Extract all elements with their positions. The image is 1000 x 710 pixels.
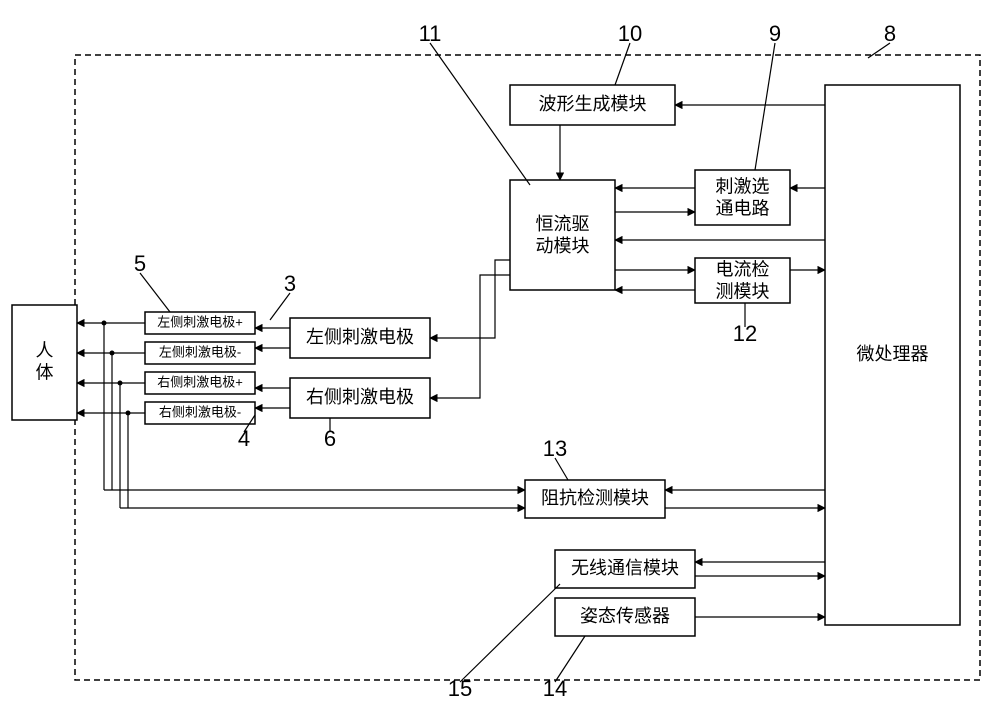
node-human: 人体 <box>12 305 77 420</box>
node-label: 右侧刺激电极- <box>159 404 241 419</box>
node-waveform: 波形生成模块 <box>510 85 675 125</box>
node-label: 姿态传感器 <box>580 606 670 626</box>
block-diagram: 人体 左侧刺激电极+ 左侧刺激电极- 右侧刺激电极+ 右侧刺激电极- 左侧刺激电极右侧刺激… <box>0 0 1000 710</box>
node-label: 右侧刺激电极+ <box>157 374 243 389</box>
node-label: 无线通信模块 <box>571 558 679 578</box>
callout-number: 15 <box>448 676 472 701</box>
node-right_elec: 右侧刺激电极 <box>290 378 430 418</box>
node-label: 左侧刺激电极+ <box>157 314 243 329</box>
node-label: 人 <box>36 340 54 360</box>
callout-number: 11 <box>419 21 442 46</box>
node-left_elec: 左侧刺激电极 <box>290 318 430 358</box>
svg-text:电流检: 电流检 <box>716 259 770 279</box>
edge <box>430 260 510 338</box>
callout-number: 10 <box>618 21 642 46</box>
node-label: 左侧刺激电极 <box>306 327 414 347</box>
node-eR_neg: 右侧刺激电极- <box>145 402 255 424</box>
node-mcu: 微处理器 <box>825 85 960 625</box>
callout-leader <box>270 293 290 320</box>
node-stim_sel: 刺激选通电路 <box>695 170 790 225</box>
callout-number: 9 <box>769 21 781 46</box>
svg-text:恒流驱: 恒流驱 <box>536 214 590 234</box>
callout-leader <box>460 584 560 682</box>
callout-number: 5 <box>134 251 146 276</box>
callout-number: 6 <box>324 426 336 451</box>
node-current_det: 电流检测模块 <box>695 258 790 303</box>
node-eL_neg: 左侧刺激电极- <box>145 342 255 364</box>
node-drive: 恒流驱动模块 <box>510 180 615 290</box>
node-wireless: 无线通信模块 <box>555 550 695 588</box>
svg-text:动模块: 动模块 <box>536 236 590 256</box>
node-posture: 姿态传感器 <box>555 598 695 636</box>
callout-leader <box>140 273 170 312</box>
callout-number: 14 <box>543 676 567 701</box>
node-eR_pos: 右侧刺激电极+ <box>145 372 255 394</box>
node-label: 体 <box>36 362 54 382</box>
svg-text:通电路: 通电路 <box>716 198 770 218</box>
callout-number: 12 <box>733 321 757 346</box>
node-label: 阻抗检测模块 <box>541 488 649 508</box>
callout-leader <box>755 43 775 170</box>
edge <box>430 275 510 398</box>
svg-text:刺激选: 刺激选 <box>716 176 770 196</box>
node-label: 左侧刺激电极- <box>159 344 241 359</box>
node-label: 波形生成模块 <box>539 94 647 114</box>
callout-number: 4 <box>238 426 250 451</box>
callout-number: 13 <box>543 436 567 461</box>
node-eL_pos: 左侧刺激电极+ <box>145 312 255 334</box>
svg-text:测模块: 测模块 <box>716 281 770 301</box>
callout-leader <box>555 458 568 480</box>
callout-leader <box>615 43 630 85</box>
node-label: 右侧刺激电极 <box>306 387 414 407</box>
callout-number: 3 <box>284 271 296 296</box>
node-impedance: 阻抗检测模块 <box>525 480 665 518</box>
callout-number: 8 <box>884 21 896 46</box>
node-label: 微处理器 <box>857 344 929 364</box>
